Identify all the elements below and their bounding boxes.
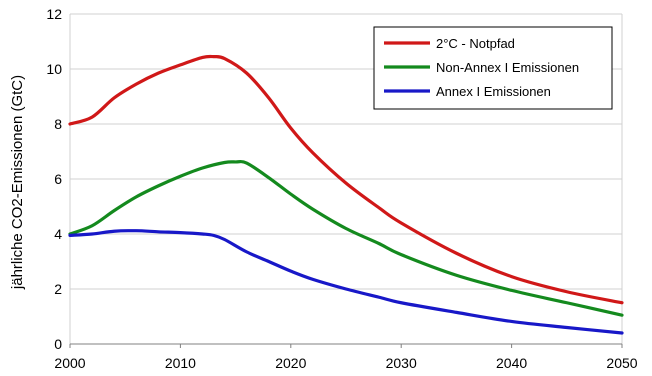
y-tick-label: 12 (46, 6, 62, 22)
y-tick-label: 6 (54, 171, 62, 187)
grid-layer (69, 13, 623, 344)
series-line-1 (68, 54, 624, 305)
y-tick-label: 2 (54, 281, 62, 297)
x-tick-label: 2020 (275, 355, 306, 371)
x-tick-label: 2000 (54, 355, 85, 371)
y-tick-label: 4 (54, 226, 62, 242)
series-line-2 (68, 159, 624, 317)
legend-label: Non-Annex I Emissionen (436, 60, 579, 75)
legend: 2°C - Notpfad Non-Annex I Emissionen Annex… (373, 26, 613, 110)
y-tick-label: 8 (54, 116, 62, 132)
x-tick-label: 2040 (496, 355, 527, 371)
y-axis-label: jährliche CO2-Emissionen (GtC) (9, 75, 26, 290)
x-tick-label: 2050 (606, 355, 637, 371)
axis-layer: 0 2 4 6 8 10 12 2000 2010 2020 2030 2040 2050 (46, 6, 637, 371)
series-line-3 (68, 229, 624, 335)
legend-label: 2°C - Notpfad (436, 36, 515, 51)
legend-label: Annex I Emissionen (436, 84, 551, 99)
x-tick-label: 2030 (386, 355, 417, 371)
y-tick-label: 10 (46, 61, 62, 77)
series-layer (68, 54, 624, 335)
x-tick-label: 2010 (165, 355, 196, 371)
y-tick-label: 0 (54, 336, 62, 352)
